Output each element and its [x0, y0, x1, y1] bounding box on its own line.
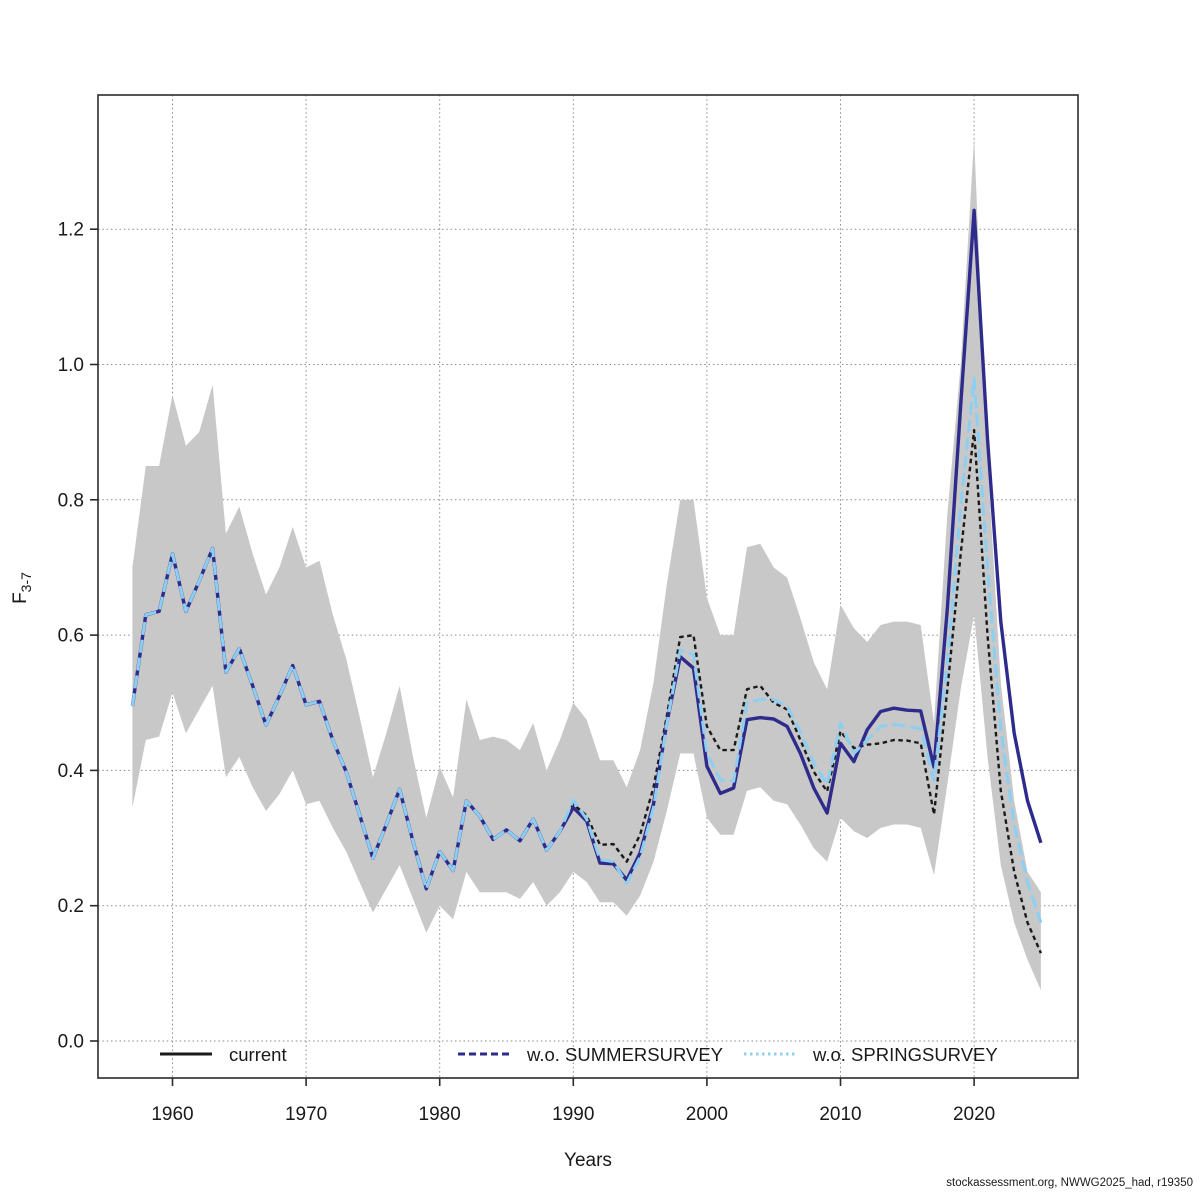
axis-tick-labels: 0.0 0.2 0.4 0.6 0.8 1.0 1.2 1960 1970 1980 1990 200… — [58, 220, 996, 1125]
confidence-band-polygon — [132, 137, 1041, 991]
axis-ticks — [90, 228, 975, 1086]
legend-label-wo-springsurvey: w.o. SPRINGSURVEY — [812, 1044, 998, 1065]
x-tick-label: 2020 — [953, 1104, 995, 1125]
y-tick-label: 0.0 — [58, 1032, 84, 1053]
series-line-w-o-springsurvey — [130, 376, 1043, 924]
x-tick-label: 1990 — [552, 1104, 594, 1125]
y-tick-label: 1.0 — [58, 355, 84, 376]
x-axis-title: Years — [564, 1150, 612, 1171]
series-lines — [130, 208, 1043, 954]
y-tick-label: 0.6 — [58, 626, 84, 647]
x-tick-label: 1960 — [151, 1104, 193, 1125]
footer-credit: stockassessment.org, NWWG2025_had, r1935… — [946, 1177, 1193, 1189]
legend-item-wo-springsurvey: w.o. SPRINGSURVEY — [744, 1044, 998, 1065]
legend-label-wo-summersurvey: w.o. SUMMERSURVEY — [526, 1044, 723, 1065]
confidence-band — [132, 137, 1041, 991]
legend-item-wo-summersurvey: w.o. SUMMERSURVEY — [458, 1044, 723, 1065]
y-axis-title-subscript: 3-7 — [18, 572, 34, 592]
y-tick-label: 0.4 — [58, 761, 85, 782]
y-tick-label: 1.2 — [58, 220, 84, 241]
x-tick-label: 2000 — [686, 1104, 728, 1125]
y-axis-title: F3-7 — [10, 572, 34, 604]
x-tick-label: 2010 — [819, 1104, 861, 1125]
y-tick-label: 0.2 — [58, 896, 84, 917]
legend-label-current: current — [229, 1044, 287, 1065]
y-axis-title-main: F — [10, 592, 31, 604]
x-tick-label: 1980 — [419, 1104, 461, 1125]
y-tick-label: 0.8 — [58, 490, 84, 511]
plot-border — [97, 94, 1079, 1079]
legend: current w.o. SUMMERSURVEY w.o. SPRINGSUR… — [160, 1044, 998, 1065]
x-tick-label: 1970 — [285, 1104, 327, 1125]
legend-item-current: current — [160, 1044, 287, 1065]
